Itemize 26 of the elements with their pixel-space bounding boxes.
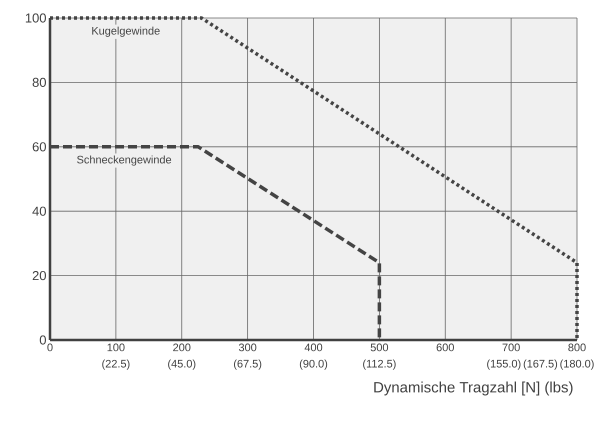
x2-tick-label: (45.0) bbox=[168, 360, 196, 370]
x2-tick-label: (167.5) bbox=[524, 360, 558, 370]
x-tick-label: 800 bbox=[568, 344, 586, 352]
x-tick-label: 100 bbox=[108, 344, 125, 352]
y-tick-label: 80 bbox=[32, 78, 46, 87]
y-tick-label: 60 bbox=[32, 142, 46, 152]
x-tick-label: 0 bbox=[47, 344, 53, 352]
y-tick-label: 0 bbox=[40, 335, 46, 345]
x2-tick-label: (67.5) bbox=[234, 360, 262, 370]
y-tick-label: 100 bbox=[26, 13, 46, 23]
x2-tick-label: (180.0) bbox=[560, 360, 594, 370]
x-tick-label: 400 bbox=[304, 344, 322, 352]
x2-tick-label: (90.0) bbox=[300, 360, 328, 370]
x2-tick-label: (155.0) bbox=[487, 360, 520, 370]
x-tick-label: 300 bbox=[238, 344, 256, 352]
x-tick-label: 500 bbox=[370, 344, 388, 352]
y-tick-label: 20 bbox=[32, 271, 46, 280]
series-label: Schneckengewinde bbox=[77, 155, 172, 166]
x-axis-title: Dynamische Tragzahl [N] (lbs) bbox=[374, 382, 573, 396]
series-label: Kugelgewinde bbox=[92, 26, 160, 37]
y-tick-label: 40 bbox=[32, 206, 46, 216]
x-tick-label: 200 bbox=[173, 344, 190, 352]
x-tick-label: 600 bbox=[436, 344, 454, 352]
x2-tick-label: (22.5) bbox=[102, 360, 130, 370]
x-tick-label: 700 bbox=[502, 344, 520, 352]
x2-tick-label: (112.5) bbox=[363, 360, 396, 370]
